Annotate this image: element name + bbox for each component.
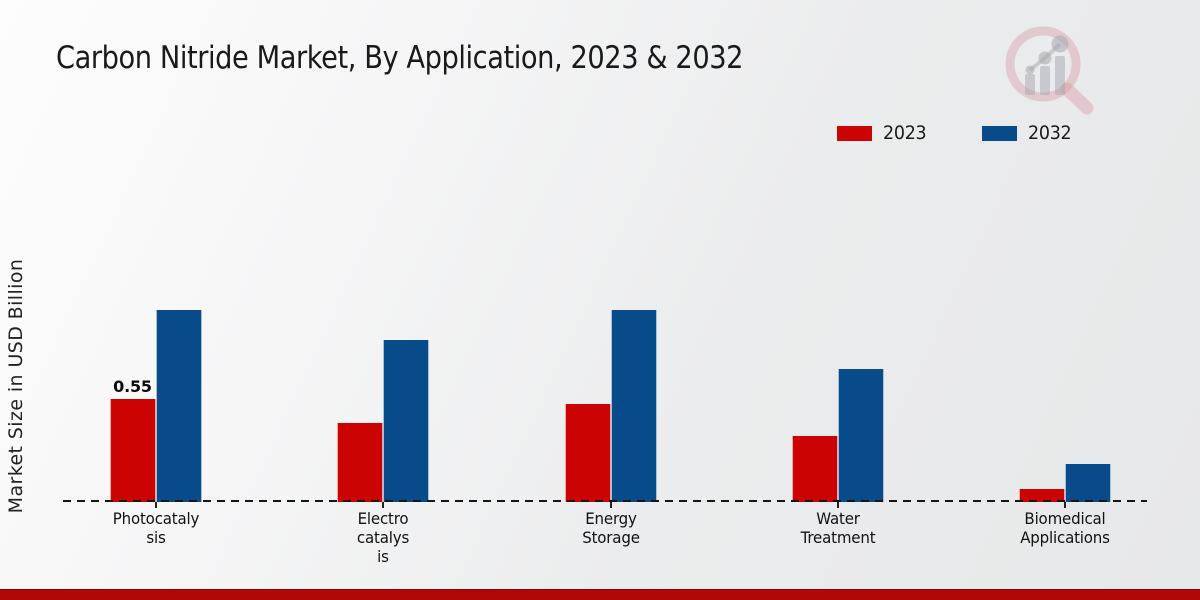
bar-value-label: 0.55 xyxy=(113,377,152,396)
category-label-biomedical-applications: Biomedical Applications xyxy=(1020,509,1110,547)
legend: 2023 2032 xyxy=(837,122,1075,144)
x-axis-tick xyxy=(154,502,157,508)
bar-2023-energy-storage xyxy=(564,404,611,502)
x-axis-tick xyxy=(382,502,384,508)
bar-2032-electrocatalysis xyxy=(383,340,429,502)
bar-2032-energy-storage xyxy=(610,310,657,502)
legend-item-2023: 2023 xyxy=(837,122,930,144)
x-axis-dashed-baseline xyxy=(63,500,1147,502)
market-research-logo-watermark xyxy=(1005,26,1094,115)
legend-label-2023: 2023 xyxy=(883,122,927,144)
x-axis-tick xyxy=(1064,502,1066,508)
category-label-photocatalysis: Photocataly sis xyxy=(112,509,199,547)
category-label-water-treatment: Water Treatment xyxy=(800,509,875,547)
bar-2023-photocatalysis xyxy=(109,399,156,502)
x-axis-tick xyxy=(836,502,839,508)
legend-swatch-2032 xyxy=(982,125,1018,141)
bar-2023-biomedical-applications xyxy=(1019,489,1065,502)
category-label-energy-storage: Energy Storage xyxy=(581,509,640,547)
x-axis-tick xyxy=(609,502,612,508)
bar-2023-electrocatalysis xyxy=(337,423,383,502)
footer-accent-band xyxy=(0,589,1200,600)
bar-2032-water-treatment xyxy=(837,369,884,502)
bar-2023-water-treatment xyxy=(791,436,838,502)
bar-2032-photocatalysis xyxy=(155,310,202,502)
category-label-electrocatalysis: Electro catalys is xyxy=(356,509,410,566)
legend-swatch-2023 xyxy=(837,125,872,141)
bar-2032-biomedical-applications xyxy=(1065,464,1111,502)
legend-item-2032: 2032 xyxy=(982,122,1075,144)
legend-label-2032: 2032 xyxy=(1028,122,1072,144)
chart-title: Carbon Nitride Market, By Application, 2… xyxy=(56,40,744,76)
